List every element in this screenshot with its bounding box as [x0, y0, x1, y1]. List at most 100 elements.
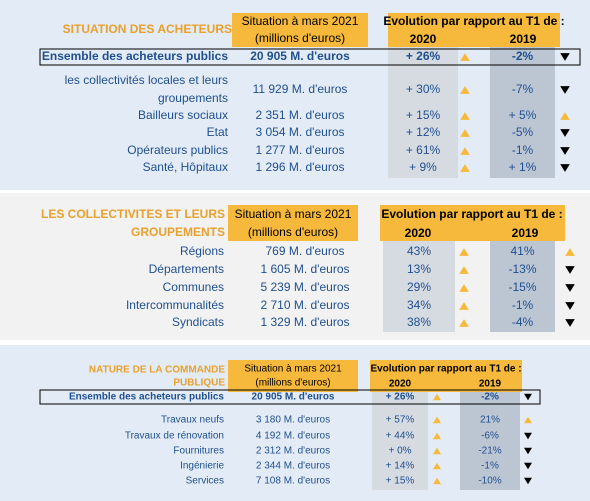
evolution-2019: -1% — [481, 461, 499, 472]
arrow-up — [524, 416, 532, 424]
arrow-up — [460, 147, 470, 155]
arrow-down — [560, 86, 570, 94]
arrow-down — [565, 302, 575, 310]
amount: 3 054 M. d'euros — [255, 125, 344, 139]
column-header: Situation à mars 2021 — [242, 14, 359, 28]
arrow-down — [560, 164, 570, 172]
column-header: Situation à mars 2021 — [244, 364, 342, 375]
row-label: Opérateurs publics — [127, 143, 228, 157]
evolution-2020: 29% — [407, 280, 431, 294]
row-label: Syndicats — [172, 315, 224, 329]
amount: 4 192 M. d'euros — [256, 431, 330, 442]
column-header: Evolution par rapport au T1 de : — [370, 364, 521, 375]
section-title: PUBLIQUE — [173, 378, 225, 389]
evolution-2019: -2% — [481, 392, 499, 403]
arrow-down — [524, 393, 532, 401]
amount: 1 605 M. d'euros — [260, 262, 349, 276]
amount: 7 108 M. d'euros — [256, 476, 330, 487]
arrow-up — [459, 266, 469, 274]
arrow-up — [459, 284, 469, 292]
evolution-2020: + 9% — [409, 160, 437, 174]
evolution-2019: -4% — [512, 315, 534, 329]
column-header: (millions d'euros) — [248, 225, 338, 239]
evolution-2020: + 57% — [386, 415, 415, 426]
evolution-2020: + 26% — [386, 392, 415, 403]
evolution-2019: -6% — [481, 431, 499, 442]
row-label: Régions — [180, 244, 224, 258]
evolution-2020: + 14% — [386, 461, 415, 472]
column-2019 — [490, 241, 555, 332]
evolution-2020: + 30% — [406, 82, 441, 96]
evolution-2019: 21% — [480, 415, 500, 426]
amount: 769 M. d'euros — [265, 244, 344, 258]
row-label: Ingénierie — [180, 461, 224, 472]
arrow-down — [565, 266, 575, 274]
arrow-up — [460, 164, 470, 172]
column-header: Evolution par rapport au T1 de : — [381, 207, 562, 221]
arrow-up — [459, 319, 469, 327]
evolution-2020: + 15% — [406, 108, 441, 122]
row-label: Services — [186, 476, 224, 487]
year-header: 2019 — [510, 32, 537, 46]
evolution-2020: + 26% — [406, 49, 441, 63]
column-2020 — [383, 241, 455, 332]
amount: 2 344 M. d'euros — [256, 461, 330, 472]
arrow-up — [433, 393, 441, 401]
header-box — [228, 360, 358, 392]
arrow-up — [565, 248, 575, 256]
column-2019 — [460, 392, 520, 490]
section-title: NATURE DE LA COMMANDE — [89, 365, 225, 376]
row-label: Ensemble des acheteurs publics — [42, 49, 228, 63]
amount: 2 351 M. d'euros — [255, 108, 344, 122]
evolution-2019: -13% — [508, 262, 536, 276]
header-box — [370, 360, 522, 392]
row-label: Travaux de rénovation — [125, 431, 224, 442]
evolution-2020: + 15% — [386, 476, 415, 487]
year-header: 2020 — [410, 32, 437, 46]
evolution-2020: 38% — [407, 315, 431, 329]
evolution-2019: + 1% — [509, 160, 537, 174]
row-label: Départements — [149, 262, 224, 276]
highlight-row — [39, 48, 581, 66]
arrow-up — [433, 462, 441, 470]
arrow-up — [460, 86, 470, 94]
evolution-2019: -1% — [512, 298, 534, 312]
evolution-2019: -21% — [478, 446, 501, 457]
arrow-up — [460, 129, 470, 137]
evolution-2019: -5% — [512, 125, 534, 139]
row-label: les collectivités locales et leurs — [65, 73, 228, 87]
amount: 3 180 M. d'euros — [256, 415, 330, 426]
evolution-2020: + 61% — [406, 143, 441, 157]
section-title: LES COLLECTIVITES ET LEURS — [41, 207, 225, 221]
arrow-down — [560, 129, 570, 137]
arrow-up — [433, 416, 441, 424]
highlight-row — [39, 389, 541, 405]
evolution-2020: + 12% — [406, 125, 441, 139]
column-header: (millions d'euros) — [255, 378, 330, 389]
evolution-2020: 43% — [407, 244, 431, 258]
arrow-up — [460, 53, 470, 61]
evolution-2019: 41% — [510, 244, 534, 258]
column-header: (millions d'euros) — [255, 31, 345, 45]
arrow-down — [524, 447, 532, 455]
amount: 2 710 M. d'euros — [260, 298, 349, 312]
amount: 1 329 M. d'euros — [260, 315, 349, 329]
evolution-2019: -2% — [512, 49, 534, 63]
evolution-2020: + 44% — [386, 431, 415, 442]
year-header: 2020 — [405, 226, 432, 240]
column-2020 — [372, 392, 428, 490]
arrow-up — [460, 112, 470, 120]
amount: 1 277 M. d'euros — [255, 143, 344, 157]
row-label: Fournitures — [173, 446, 224, 457]
amount: 5 239 M. d'euros — [260, 280, 349, 294]
arrow-down — [565, 319, 575, 327]
row-label: groupements — [158, 91, 228, 105]
evolution-2019: -1% — [512, 143, 534, 157]
column-header: Evolution par rapport au T1 de : — [383, 14, 564, 28]
row-label: Intercommunalités — [126, 298, 224, 312]
row-label: Santé, Hôpitaux — [143, 160, 228, 174]
column-2020 — [388, 47, 458, 178]
arrow-up — [560, 112, 570, 120]
